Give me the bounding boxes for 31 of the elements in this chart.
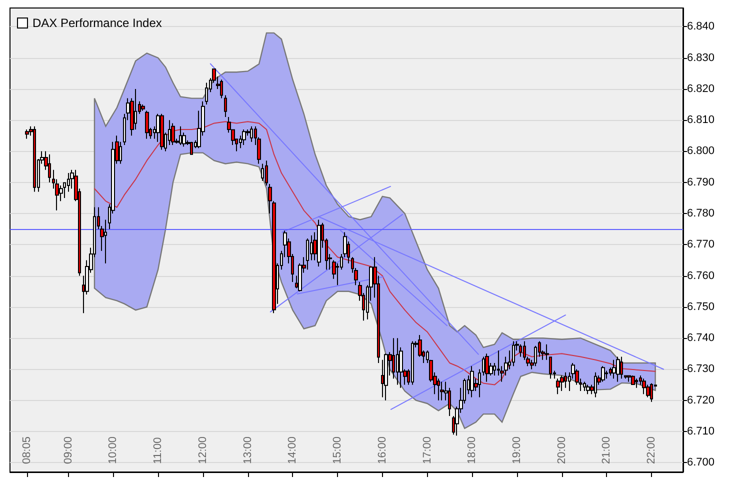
x-tick-label: 14:00 bbox=[286, 436, 299, 464]
x-tick-label: 20:00 bbox=[556, 436, 568, 464]
y-tick-label: 6.710 bbox=[687, 426, 715, 438]
x-tick-label: 18:00 bbox=[466, 436, 478, 464]
x-tick-label: 08:05 bbox=[21, 436, 34, 464]
y-tick-label: 6.800 bbox=[687, 145, 715, 158]
y-tick-label: 6.820 bbox=[687, 82, 715, 95]
y-tick-label: 6.770 bbox=[687, 238, 715, 251]
y-tick-label: 6.780 bbox=[687, 208, 715, 220]
x-tick-label: 16:00 bbox=[376, 436, 388, 464]
y-tick-label: 6.810 bbox=[687, 114, 715, 126]
y-tick-label: 6.830 bbox=[687, 52, 715, 64]
x-tick-label: 11:00 bbox=[152, 437, 164, 464]
x-tick-label: 21:00 bbox=[600, 436, 613, 464]
y-tick-label: 6.760 bbox=[687, 270, 715, 282]
x-tick-label: 10:00 bbox=[107, 436, 120, 464]
y-tick-label: 6.790 bbox=[687, 176, 715, 188]
x-tick-label: 19:00 bbox=[510, 436, 523, 464]
y-tick-label: 6.730 bbox=[687, 363, 715, 376]
x-tick-label: 22:00 bbox=[646, 436, 658, 464]
x-tick-label: 09:00 bbox=[62, 436, 74, 464]
x-tick-label: 13:00 bbox=[242, 436, 254, 464]
y-tick-label: 6.740 bbox=[687, 332, 715, 344]
x-tick-label: 12:00 bbox=[196, 436, 209, 464]
legend-label: DAX Performance Index bbox=[32, 16, 162, 30]
y-tick-label: 6.750 bbox=[687, 300, 715, 313]
y-tick-label: 6.700 bbox=[687, 456, 715, 469]
y-tick-label: 6.840 bbox=[687, 20, 715, 33]
y-tick-label: 6.720 bbox=[687, 394, 715, 406]
x-tick-label: 17:00 bbox=[421, 436, 434, 464]
x-tick-label: 15:00 bbox=[332, 436, 344, 464]
